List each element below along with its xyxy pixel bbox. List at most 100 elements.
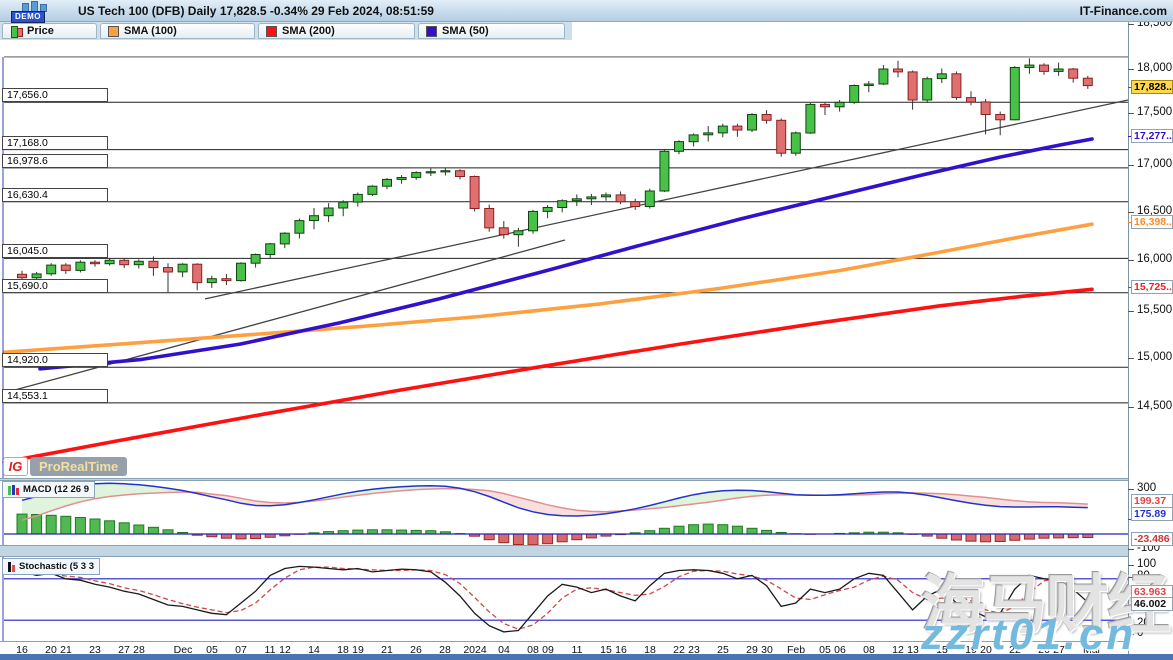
date-axis-label: 12 bbox=[279, 644, 291, 656]
date-axis-label: 12 bbox=[892, 644, 904, 656]
stochastic-value-box: 46.002 bbox=[1131, 597, 1173, 611]
axis-tick-mark bbox=[1128, 565, 1134, 566]
macd-icon bbox=[8, 484, 19, 495]
macd-line bbox=[21, 482, 1088, 517]
axis-tick-mark bbox=[1128, 113, 1134, 114]
axis-tick-mark bbox=[1128, 260, 1134, 261]
date-axis-label: 15 bbox=[600, 644, 612, 656]
date-axis-label: 07 bbox=[235, 644, 247, 656]
sma-100-line[interactable] bbox=[2, 222, 1094, 355]
date-axis-strip bbox=[0, 641, 1128, 654]
price-level-label: 16,978.6 bbox=[2, 154, 108, 168]
axis-tick-mark bbox=[1128, 24, 1134, 25]
date-axis-label: 25 bbox=[717, 644, 729, 656]
date-axis-label: 2024 bbox=[463, 644, 487, 656]
date-axis-label: 23 bbox=[89, 644, 101, 656]
sma-200-line[interactable] bbox=[2, 287, 1094, 465]
macd-value-box: 199.37 bbox=[1131, 494, 1173, 508]
tab-sma-200[interactable]: SMA (200) bbox=[258, 23, 415, 39]
date-axis-label: 13 bbox=[907, 644, 919, 656]
date-axis-label: 26 bbox=[410, 644, 422, 656]
demo-badge: DEMO bbox=[11, 11, 45, 23]
sma-50-line[interactable] bbox=[38, 137, 1094, 371]
axis-tick-mark bbox=[1128, 69, 1134, 70]
date-axis-label: 16 bbox=[615, 644, 627, 656]
tab-sma200-label: SMA (200) bbox=[282, 25, 335, 37]
current-price-box: 17,828.. bbox=[1131, 80, 1173, 94]
date-axis-label: 28 bbox=[439, 644, 451, 656]
trend-line[interactable] bbox=[204, 99, 1129, 300]
price-level-label: 17,168.0 bbox=[2, 136, 108, 150]
stochastic-icon bbox=[8, 561, 15, 572]
date-axis-label: Dec bbox=[173, 644, 193, 656]
date-axis-label: 27 bbox=[1053, 644, 1065, 656]
date-axis-label: 27 bbox=[118, 644, 130, 656]
macd-chip-label: MACD (12 26 9 bbox=[23, 484, 89, 495]
title-bar[interactable]: US Tech 100 (DFB) Daily 17,828.5 -0.34% … bbox=[0, 0, 1173, 22]
stochastic-axis-tick: 80 bbox=[1137, 570, 1150, 582]
date-axis-label: 05 bbox=[819, 644, 831, 656]
price-axis-tick: 16,000 bbox=[1137, 253, 1173, 265]
price-level-label: 14,553.1 bbox=[2, 389, 108, 403]
date-axis-label: 22 bbox=[673, 644, 685, 656]
window-bottom-edge bbox=[0, 654, 1173, 660]
axis-tick-mark bbox=[1128, 212, 1134, 213]
price-level-label: 16,045.0 bbox=[2, 244, 108, 258]
macd-indicator-chip[interactable]: MACD (12 26 9 bbox=[2, 481, 95, 498]
price-axis-tick: 17,500 bbox=[1137, 106, 1173, 118]
stochastic-axis-tick: 100 bbox=[1137, 558, 1157, 570]
date-axis-label: 09 bbox=[542, 644, 554, 656]
axis-tick-mark bbox=[1128, 624, 1134, 625]
candles[interactable] bbox=[17, 58, 1093, 293]
axis-tick-mark bbox=[1128, 165, 1134, 166]
price-axis-tick: 18,000 bbox=[1137, 62, 1173, 74]
date-axis-label: 06 bbox=[834, 644, 846, 656]
date-axis-label: 14 bbox=[308, 644, 320, 656]
axis-tick-mark bbox=[1128, 489, 1134, 490]
stochastic-indicator-chip[interactable]: Stochastic (5 3 3 bbox=[2, 558, 100, 575]
macd-value-box: -23.486 bbox=[1131, 532, 1173, 546]
stochastic-axis-tick: 0 bbox=[1137, 627, 1144, 639]
date-axis-label: 23 bbox=[688, 644, 700, 656]
macd-value-box: 175.89 bbox=[1131, 507, 1173, 521]
date-axis-label: 22 bbox=[1009, 644, 1021, 656]
date-axis-label: 05 bbox=[206, 644, 218, 656]
date-axis-label: 30 bbox=[761, 644, 773, 656]
tab-price[interactable]: Price bbox=[2, 23, 97, 39]
date-axis-label: 15 bbox=[936, 644, 948, 656]
date-axis-label: 26 bbox=[1038, 644, 1050, 656]
panel-separator[interactable] bbox=[0, 478, 1128, 481]
date-axis-label: 21 bbox=[60, 644, 72, 656]
date-axis-label: 18 bbox=[337, 644, 349, 656]
date-axis-label: 16 bbox=[16, 644, 28, 656]
tab-sma-100[interactable]: SMA (100) bbox=[100, 23, 255, 39]
indicator-value-box: 15,725.. bbox=[1131, 280, 1173, 294]
axis-tick-mark bbox=[1128, 549, 1134, 550]
price-axis-tick: 14,500 bbox=[1137, 400, 1173, 412]
date-axis-label: 08 bbox=[527, 644, 539, 656]
sma100-swatch-icon bbox=[108, 25, 119, 37]
panel-separator[interactable] bbox=[0, 545, 1128, 557]
price-level-label: 15,690.0 bbox=[2, 279, 108, 293]
date-axis-label: 19 bbox=[352, 644, 364, 656]
axis-tick-mark bbox=[1128, 634, 1134, 635]
date-axis-label: Feb bbox=[786, 644, 806, 656]
macd-histogram bbox=[16, 513, 1094, 546]
indicator-value-box: 16,398.. bbox=[1131, 215, 1173, 229]
date-axis-label: 04 bbox=[498, 644, 510, 656]
indicator-value-box: 17,277.. bbox=[1131, 129, 1173, 143]
sma50-swatch-icon bbox=[426, 25, 437, 37]
date-axis-label: 11 bbox=[264, 644, 276, 656]
tab-sma-50[interactable]: SMA (50) bbox=[418, 23, 565, 39]
macd-axis-tick: 300 bbox=[1137, 482, 1157, 494]
price-axis-tick: 17,000 bbox=[1137, 158, 1173, 170]
date-axis-label: 21 bbox=[381, 644, 393, 656]
stochastic-chip-label: Stochastic (5 3 3 bbox=[19, 561, 94, 572]
price-axis-tick: 15,500 bbox=[1137, 304, 1173, 316]
date-axis-label: Mar bbox=[1082, 644, 1102, 656]
date-axis-label: 11 bbox=[571, 644, 583, 656]
prorealtime-logo: ProRealTime bbox=[30, 457, 128, 476]
axis-border bbox=[1128, 22, 1129, 654]
